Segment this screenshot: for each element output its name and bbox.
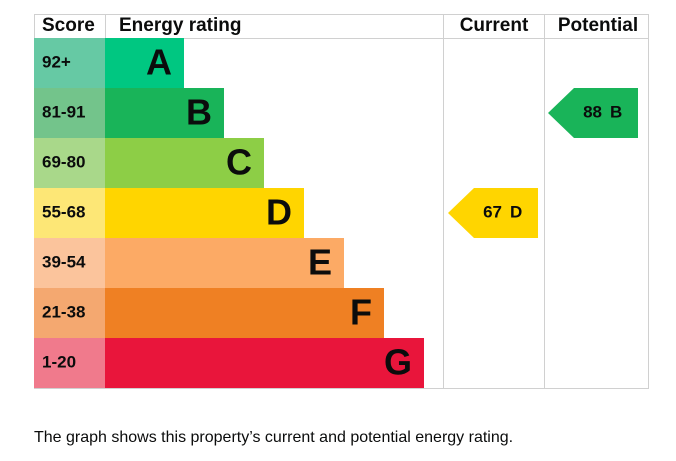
rating-letter: C <box>226 142 252 183</box>
rating-bar <box>105 338 424 388</box>
potential-value: 88 <box>583 102 602 121</box>
score-cell <box>34 288 105 338</box>
header-rating: Energy rating <box>119 15 241 36</box>
rating-bar <box>105 38 184 88</box>
rating-letter: G <box>384 342 412 383</box>
rating-letter: A <box>146 42 172 83</box>
score-label: 69-80 <box>42 152 85 171</box>
score-cell <box>34 138 105 188</box>
score-cell <box>34 38 105 88</box>
score-label: 92+ <box>42 52 71 71</box>
caption: The graph shows this property’s current … <box>34 429 513 446</box>
score-label: 81-91 <box>42 102 85 121</box>
potential-arrow <box>548 88 638 138</box>
score-label: 39-54 <box>42 252 86 271</box>
current-letter: D <box>510 202 522 221</box>
rating-bar <box>105 88 224 138</box>
score-label: 55-68 <box>42 202 85 221</box>
rating-bar <box>105 188 304 238</box>
header-score: Score <box>42 15 95 36</box>
potential-letter: B <box>610 102 622 121</box>
header-current: Current <box>460 15 529 36</box>
header-potential: Potential <box>558 15 638 36</box>
rating-bar <box>105 138 264 188</box>
current-value: 67 <box>483 202 502 221</box>
score-label: 1-20 <box>42 352 76 371</box>
rating-bar <box>105 288 384 338</box>
score-cell <box>34 238 105 288</box>
rating-bar <box>105 238 344 288</box>
score-cell <box>34 88 105 138</box>
rating-letter: B <box>186 92 212 133</box>
current-arrow <box>448 188 538 238</box>
rating-letter: F <box>350 292 372 333</box>
score-label: 21-38 <box>42 302 85 321</box>
rating-letter: E <box>308 242 332 283</box>
score-cell <box>34 338 105 388</box>
rating-letter: D <box>266 192 292 233</box>
score-cell <box>34 188 105 238</box>
